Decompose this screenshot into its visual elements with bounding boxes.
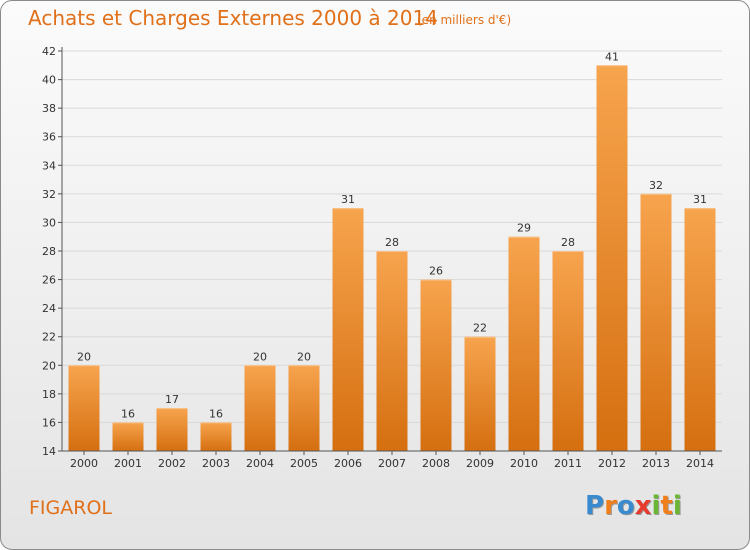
x-tick-label: 2001: [114, 457, 142, 470]
logo-letter: i: [651, 491, 661, 521]
data-label: 16: [209, 407, 223, 420]
y-tick-label: 22: [42, 331, 56, 344]
y-tick-label: 14: [42, 445, 56, 458]
data-label: 17: [165, 393, 179, 406]
x-tick-label: 2013: [642, 457, 670, 470]
data-label: 31: [341, 193, 355, 206]
chart-subtitle: (en milliers d'€): [417, 13, 512, 27]
logo-letter: t: [660, 491, 673, 521]
logo-letter: r: [604, 491, 617, 521]
logo-letter: o: [616, 491, 635, 521]
data-label: 20: [297, 350, 311, 363]
bar-2003: [200, 422, 232, 451]
y-tick-label: 38: [42, 102, 56, 115]
y-tick-label: 18: [42, 388, 56, 401]
x-tick-label: 2012: [598, 457, 626, 470]
x-tick-label: 2008: [422, 457, 450, 470]
x-tick-label: 2010: [510, 457, 538, 470]
x-tick-label: 2011: [554, 457, 582, 470]
y-tick-label: 34: [42, 159, 56, 172]
bar-2010: [508, 236, 540, 451]
data-label: 16: [121, 407, 135, 420]
data-label: 20: [77, 350, 91, 363]
y-tick-label: 20: [42, 359, 56, 372]
logo-letter: i: [672, 491, 682, 521]
data-label: 29: [517, 222, 531, 235]
x-tick-label: 2009: [466, 457, 494, 470]
commune-name: FIGAROL: [29, 497, 112, 519]
logo-letter: P: [585, 491, 605, 521]
y-tick-label: 26: [42, 274, 56, 287]
bar-2009: [464, 336, 496, 451]
y-tick-label: 30: [42, 216, 56, 229]
x-tick-label: 2003: [202, 457, 230, 470]
data-label: 32: [649, 179, 663, 192]
bar-2002: [156, 408, 188, 451]
bar-2001: [112, 422, 144, 451]
y-tick-label: 40: [42, 74, 56, 87]
proxiti-logo[interactable]: Proxiti: [585, 491, 682, 521]
data-label: 22: [473, 322, 487, 335]
x-tick-label: 2006: [334, 457, 362, 470]
y-tick-label: 24: [42, 302, 56, 315]
x-tick-label: 2002: [158, 457, 186, 470]
data-label: 31: [693, 193, 707, 206]
y-tick-label: 32: [42, 188, 56, 201]
bar-2011: [552, 251, 584, 451]
bar-2014: [684, 208, 716, 451]
x-tick-label: 2005: [290, 457, 318, 470]
bar-2008: [420, 279, 452, 451]
x-tick-label: 2007: [378, 457, 406, 470]
y-tick-label: 28: [42, 245, 56, 258]
data-label: 28: [385, 236, 399, 249]
chart-title: Achats et Charges Externes 2000 à 2014: [28, 6, 438, 30]
x-tick-label: 2000: [70, 457, 98, 470]
y-tick-label: 16: [42, 416, 56, 429]
bar-2013: [640, 193, 672, 451]
x-tick-label: 2014: [686, 457, 714, 470]
bar-2012: [596, 65, 628, 452]
labels: 14 16 18 20 22 24 26 28 30 32 34 36 38 40 42 20 2000 16 20…: [42, 45, 714, 470]
logo-letter: x: [634, 491, 652, 521]
bar-2005: [288, 365, 320, 451]
bar-2004: [244, 365, 276, 451]
y-tick-label: 36: [42, 131, 56, 144]
bar-2006: [332, 208, 364, 451]
y-tick-label: 42: [42, 45, 56, 58]
bar-2007: [376, 251, 408, 451]
bars: [68, 65, 716, 452]
data-label: 26: [429, 265, 443, 278]
data-label: 28: [561, 236, 575, 249]
axes: [58, 47, 722, 455]
data-label: 41: [605, 50, 619, 63]
x-tick-label: 2004: [246, 457, 274, 470]
bar-2000: [68, 365, 100, 451]
data-label: 20: [253, 350, 267, 363]
